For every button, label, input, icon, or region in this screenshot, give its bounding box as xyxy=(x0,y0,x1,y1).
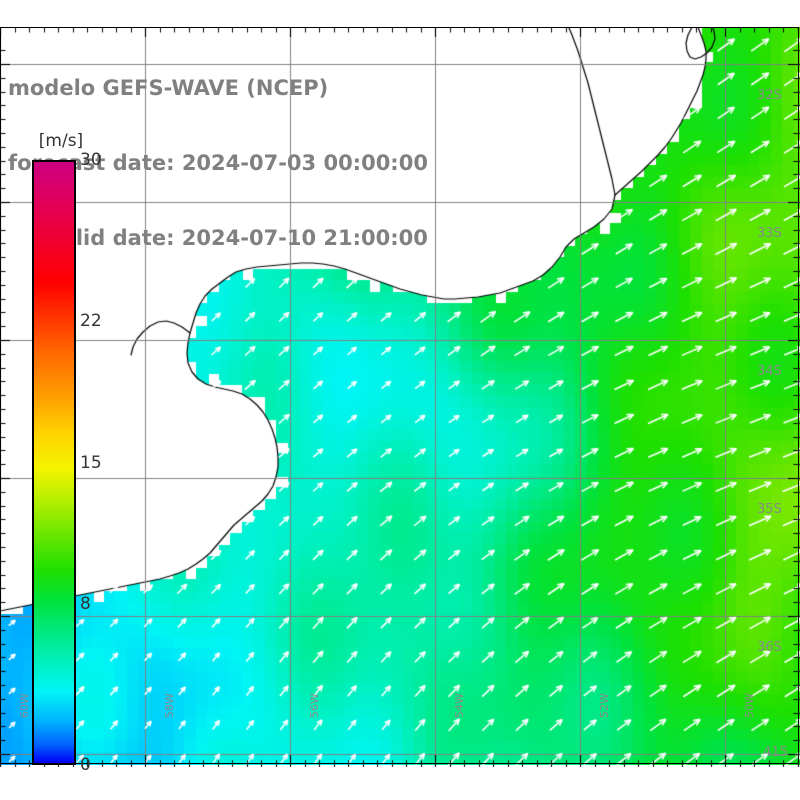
lat-label-36S: 36S xyxy=(757,640,782,655)
colorbar-tick-15: 15 xyxy=(80,452,102,473)
colorbar-tick-0: 0 xyxy=(80,755,91,775)
lon-label-58W: 58W xyxy=(163,693,176,718)
colorbar-tick-30: 30 xyxy=(80,150,102,170)
lon-label-54W: 54W xyxy=(453,693,466,718)
colorbar-gradient xyxy=(32,160,76,765)
lon-label-60W: 60W xyxy=(18,693,31,718)
lon-label-56W: 56W xyxy=(308,693,321,718)
wind-vector-arrows xyxy=(0,27,800,765)
lat-label-32S: 32S xyxy=(757,88,782,103)
lon-label-52W: 52W xyxy=(598,693,611,718)
colorbar[interactable] xyxy=(32,160,76,765)
lat-label-35S: 35S xyxy=(757,502,782,517)
corner-value-label: 415 xyxy=(763,745,788,760)
colorbar-tick-22: 22 xyxy=(80,311,102,332)
map-plot-area[interactable] xyxy=(0,27,800,765)
lat-label-33S: 33S xyxy=(757,226,782,241)
colorbar-tick-8: 8 xyxy=(80,593,91,614)
colorbar-unit-label: [m/s] xyxy=(38,131,84,151)
lon-label-50W: 50W xyxy=(743,693,756,718)
lat-label-34S: 34S xyxy=(757,364,782,379)
